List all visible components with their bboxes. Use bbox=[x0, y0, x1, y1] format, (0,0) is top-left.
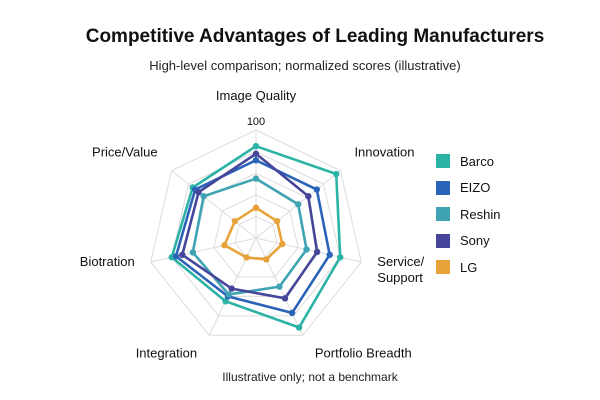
series-point-reshin-3 bbox=[303, 246, 310, 253]
series-point-eizo-6 bbox=[172, 253, 180, 260]
series-point-reshin-7 bbox=[200, 193, 207, 200]
legend-swatch-reshin bbox=[436, 207, 450, 222]
legend-swatch-eizo bbox=[436, 180, 450, 195]
legend-item-sony: Sony bbox=[436, 228, 500, 255]
series-line-eizo bbox=[174, 158, 332, 315]
axis-label-2: Innovation bbox=[354, 145, 414, 160]
legend-label-sony: Sony bbox=[460, 233, 490, 249]
legend-label-reshin: Reshin bbox=[460, 206, 501, 222]
legend-item-eizo: EIZO bbox=[436, 175, 500, 202]
series-line-reshin bbox=[191, 177, 308, 296]
legend-swatch-lg bbox=[436, 260, 450, 275]
grid-ring-5 bbox=[150, 129, 362, 336]
grid-spoke-6 bbox=[150, 237, 257, 263]
tick-label-100: 100 bbox=[247, 116, 265, 128]
legend-label-barco: Barco bbox=[460, 153, 494, 169]
series-point-eizo-4 bbox=[288, 309, 296, 317]
axis-label-7: Price/Value bbox=[92, 145, 158, 160]
series-point-lg-1 bbox=[252, 204, 260, 211]
series-point-reshin-5 bbox=[225, 291, 233, 298]
series-point-lg-4 bbox=[263, 256, 270, 263]
axis-label-5: Integration bbox=[136, 345, 197, 360]
series-point-lg-5 bbox=[243, 254, 250, 261]
legend-item-reshin: Reshin bbox=[436, 201, 500, 228]
series-point-barco-5 bbox=[222, 298, 229, 305]
series-point-sony-6 bbox=[179, 251, 186, 259]
series-point-lg-6 bbox=[221, 242, 228, 249]
chart-footnote: Illustrative only; not a benchmark bbox=[222, 370, 398, 384]
series-point-eizo-3 bbox=[326, 251, 333, 259]
legend-item-barco: Barco bbox=[436, 148, 500, 175]
legend-swatch-sony bbox=[436, 233, 450, 248]
chart-title: Competitive Advantages of Leading Manufa… bbox=[85, 26, 545, 47]
series-point-reshin-1 bbox=[252, 175, 260, 182]
grid-spoke-7 bbox=[171, 170, 257, 239]
series-point-lg-3 bbox=[279, 240, 286, 248]
axis-label-4: Portfolio Breadth bbox=[315, 345, 412, 360]
legend-label-lg: LG bbox=[460, 259, 478, 275]
chart-subtitle: High-level comparison; normalized scores… bbox=[149, 58, 461, 73]
series-point-sony-2 bbox=[305, 193, 312, 200]
series-point-sony-3 bbox=[313, 248, 321, 256]
series-line-barco bbox=[170, 144, 342, 329]
legend-swatch-barco bbox=[436, 154, 450, 169]
series-line-sony bbox=[180, 152, 319, 300]
series-point-eizo-1 bbox=[252, 157, 260, 164]
grid-ring-4 bbox=[171, 151, 341, 317]
axis-label-1: Image Quality bbox=[216, 88, 297, 103]
legend: Barco EIZO Reshin Sony LG bbox=[436, 148, 500, 281]
series-point-sony-1 bbox=[252, 150, 260, 157]
axis-label-6: Biotration bbox=[80, 254, 135, 269]
series-point-sony-4 bbox=[281, 295, 289, 302]
series-point-barco-1 bbox=[252, 143, 260, 150]
series-line-lg bbox=[223, 206, 284, 261]
series-point-barco-3 bbox=[337, 254, 344, 261]
series-point-lg-7 bbox=[231, 217, 239, 225]
legend-label-eizo: EIZO bbox=[460, 180, 491, 196]
axis-label-3: Service/Support bbox=[377, 254, 424, 285]
series-point-lg-2 bbox=[273, 217, 281, 225]
legend-item-lg: LG bbox=[436, 254, 500, 281]
grid-ring-2 bbox=[213, 194, 299, 278]
series-point-sony-5 bbox=[228, 285, 235, 292]
series-point-barco-4 bbox=[295, 324, 303, 331]
series-point-barco-2 bbox=[333, 170, 340, 178]
series-point-reshin-2 bbox=[295, 201, 302, 208]
series-point-reshin-4 bbox=[276, 283, 283, 290]
series-point-reshin-6 bbox=[189, 249, 197, 256]
series-point-sony-7 bbox=[195, 189, 202, 196]
series-point-eizo-2 bbox=[313, 186, 320, 193]
